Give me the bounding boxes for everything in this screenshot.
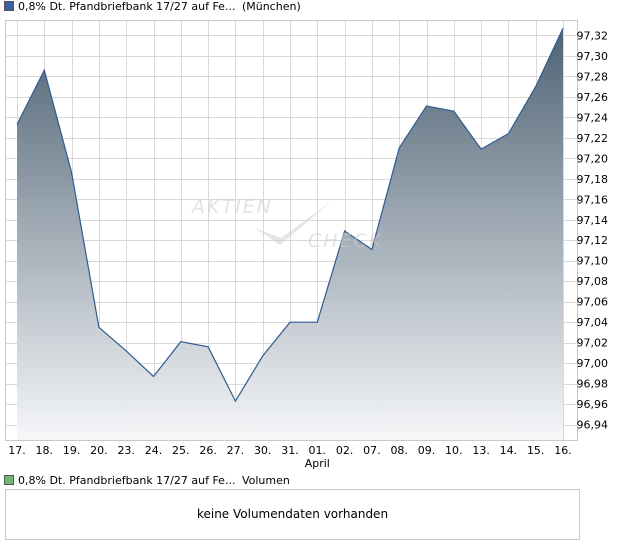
x-tick-label: 15. [527, 444, 545, 457]
x-tick-label: 30. [254, 444, 272, 457]
x-month-label: April [305, 457, 330, 470]
y-tick-label: 97,24 [577, 111, 609, 124]
y-tick-label: 97,10 [577, 255, 609, 268]
y-tick-label: 97,22 [577, 132, 609, 145]
y-tick-label: 96,98 [577, 378, 609, 391]
price-line [16, 27, 564, 403]
plot-frame [5, 20, 578, 441]
watermark-text-aktien: AKTIEN [190, 196, 273, 218]
x-tick-label: 24. [145, 444, 163, 457]
y-tick-label: 97,30 [577, 50, 609, 63]
y-tick-label: 97,20 [577, 152, 609, 165]
y-tick-label: 96,94 [577, 419, 609, 432]
price-chart[interactable]: AKTIEN CHECK 96,94 96,96 96,98 97,00 97,02 97… [0, 0, 620, 470]
x-tick-label: 09. [418, 444, 436, 457]
x-tick-label: 14. [500, 444, 518, 457]
x-tick-label: 17. [8, 444, 26, 457]
y-tick-label: 97,28 [577, 70, 609, 83]
volume-panel: keine Volumendaten vorhanden [5, 489, 580, 540]
y-tick-label: 97,16 [577, 193, 609, 206]
x-tick-label: 27. [227, 444, 245, 457]
price-legend-label: 0,8% Dt. Pfandbriefbank 17/27 auf Fe... [18, 0, 236, 13]
y-tick-label: 97,02 [577, 337, 609, 350]
x-tick-label: 16. [554, 444, 572, 457]
volume-legend-swatch [4, 475, 14, 485]
y-tick-label: 96,96 [577, 398, 609, 411]
x-tick-label: 01. [309, 444, 327, 457]
y-axis-labels: 96,94 96,96 96,98 97,00 97,02 97,04 97,06 97,08… [577, 29, 609, 431]
x-tick-label: 25. [172, 444, 190, 457]
volume-legend-label: 0,8% Dt. Pfandbriefbank 17/27 auf Fe... [18, 474, 236, 487]
y-tick-label: 97,06 [577, 296, 609, 309]
y-tick-label: 97,26 [577, 91, 609, 104]
watermark-text-check: CHECK [308, 230, 383, 252]
x-tick-label: 08. [390, 444, 408, 457]
price-area [17, 28, 563, 440]
y-tick-label: 97,00 [577, 357, 609, 370]
x-tick-label: 10. [445, 444, 463, 457]
x-tick-label: 31. [281, 444, 299, 457]
x-axis-labels: 17. 18. 19. 20. 23. 24. 25. 26. 27. 30. 31. 01. 02. 0… [8, 444, 572, 470]
y-tick-label: 97,12 [577, 234, 609, 247]
price-legend-exchange: (München) [241, 0, 301, 13]
x-tick-label: 20. [90, 444, 108, 457]
x-tick-label: 02. [336, 444, 354, 457]
y-tick-label: 97,08 [577, 275, 609, 288]
y-tick-label: 97,14 [577, 214, 609, 227]
price-legend: 0,8% Dt. Pfandbriefbank 17/27 auf Fe... … [4, 0, 301, 14]
x-tick-label: 23. [117, 444, 135, 457]
volume-legend: 0,8% Dt. Pfandbriefbank 17/27 auf Fe... … [4, 474, 290, 488]
y-tick-label: 97,04 [577, 316, 609, 329]
x-tick-label: 07. [363, 444, 381, 457]
x-tick-label: 13. [472, 444, 490, 457]
y-tick-label: 97,32 [577, 29, 609, 42]
volume-empty-message: keine Volumendaten vorhanden [196, 507, 389, 521]
x-tick-label: 18. [36, 444, 54, 457]
watermark-logo: AKTIEN CHECK [190, 196, 383, 252]
volume-legend-volumen: Volumen [241, 474, 290, 487]
y-tick-label: 97,18 [577, 173, 609, 186]
x-tick-label: 19. [63, 444, 81, 457]
price-legend-swatch [4, 1, 14, 11]
x-tick-label: 26. [199, 444, 217, 457]
